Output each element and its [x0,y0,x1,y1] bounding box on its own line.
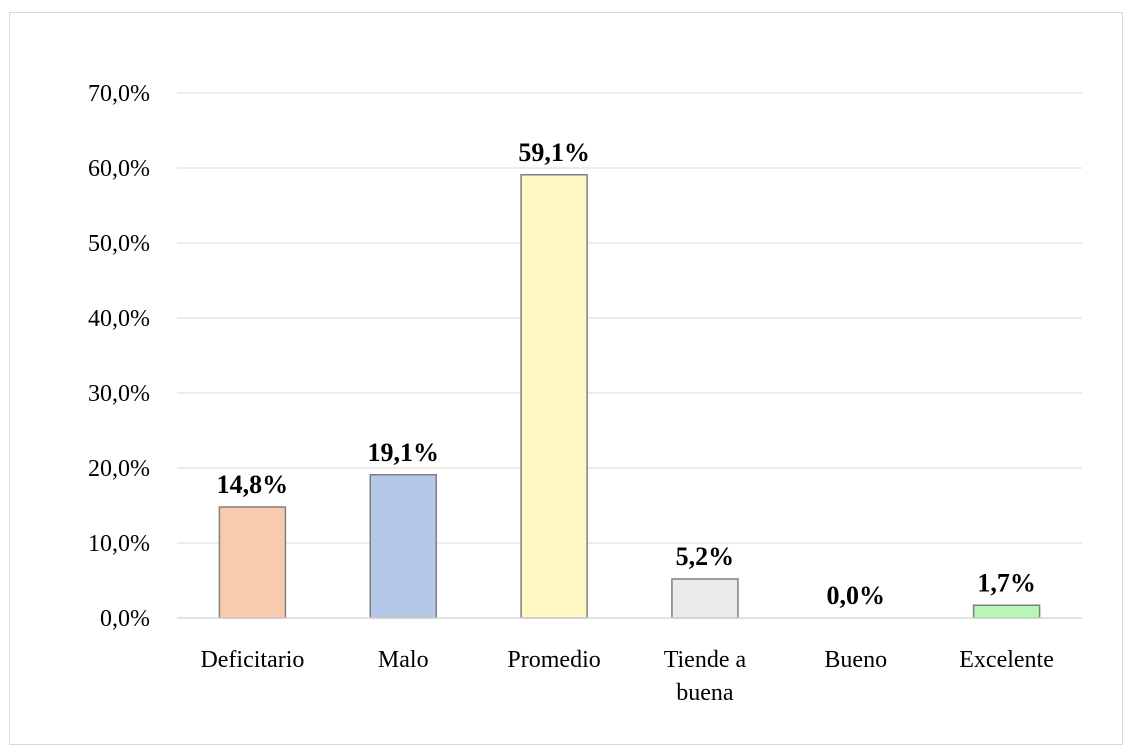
bar-3 [671,578,739,619]
y-tick-label-4: 40,0% [88,306,150,332]
y-tick-label-2: 20,0% [88,456,150,482]
x-category-label-4: Bueno [824,647,887,673]
y-tick-label-5: 50,0% [88,231,150,257]
y-tick-label-1: 10,0% [88,531,150,557]
x-category-label-1: Malo [378,647,429,673]
y-tick-label-7: 70,0% [88,81,150,107]
x-category-label-0: Deficitario [200,647,304,673]
bar-0 [218,506,287,619]
y-tick-label-3: 30,0% [88,381,150,407]
data-label-5: 1,7% [977,568,1036,597]
y-tick-label-0: 0,0% [100,606,150,632]
bar-1 [369,474,437,619]
x-category-label-2: Promedio [507,647,600,673]
data-label-4: 0,0% [827,581,886,610]
bar-2 [520,174,588,619]
x-category-label-3-line-0: Tiende a [664,647,747,673]
data-label-3: 5,2% [676,542,735,571]
bar-5 [972,604,1041,619]
y-tick-label-6: 60,0% [88,156,150,182]
x-category-label-5: Excelente [959,647,1054,673]
data-label-0: 14,8% [217,470,289,499]
data-label-2: 59,1% [518,138,590,167]
x-category-label-3-line-1: buena [676,680,734,706]
data-label-1: 19,1% [368,438,440,467]
